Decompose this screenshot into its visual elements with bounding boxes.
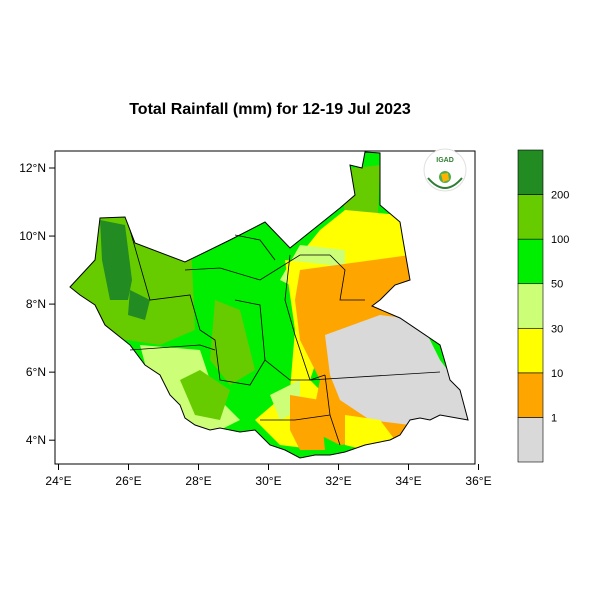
state-boundary-line (234, 299, 310, 381)
legend-label: 1 (551, 412, 557, 424)
state-boundary-line (199, 329, 266, 386)
legend-label: 200 (551, 190, 569, 202)
rainfall-legend: 1 10 30 50 100 200 (517, 149, 569, 463)
state-boundary-line (234, 234, 276, 261)
y-tick-label: 4°N (26, 433, 46, 447)
y-tick-label: 8°N (26, 297, 46, 311)
y-tick-label: 6°N (26, 365, 46, 379)
y-tick-label: 12°N (19, 161, 46, 175)
x-axis: 24°E 26°E 28°E 30°E 32°E 34°E 36°E (45, 464, 492, 488)
state-boundary-line (184, 254, 330, 281)
rain-zone-100-200-sw (180, 370, 230, 420)
legend-swatch (517, 149, 544, 195)
state-boundary-line (129, 229, 201, 331)
logo-text: IGAD (436, 157, 454, 164)
rain-zone-100-200-central (210, 300, 255, 385)
state-boundary-line (129, 344, 216, 351)
legend-swatch (517, 327, 544, 374)
rain-zone-10-30-south (290, 395, 325, 450)
y-tick-label: 10°N (19, 229, 46, 243)
legend-label: 100 (551, 234, 569, 246)
x-tick-label: 28°E (185, 474, 211, 488)
legend-swatch (517, 238, 544, 285)
legend-label: 10 (551, 368, 563, 380)
rain-zone-200plus-west2 (128, 290, 150, 320)
x-tick-label: 30°E (255, 474, 281, 488)
y-axis: 4°N 6°N 8°N 10°N 12°N (19, 161, 55, 447)
x-tick-label: 26°E (115, 474, 141, 488)
country-border (69, 151, 469, 459)
igad-logo-icon (423, 148, 467, 192)
state-boundary-line (284, 254, 326, 381)
x-tick-label: 34°E (395, 474, 421, 488)
state-boundary-line (329, 254, 365, 301)
legend-swatch (517, 417, 544, 463)
state-boundary-line (309, 371, 441, 381)
legend-label: 50 (551, 279, 563, 291)
x-tick-label: 36°E (465, 474, 491, 488)
state-boundary-line (260, 414, 331, 421)
rain-zone-1-10-east (325, 315, 468, 425)
x-tick-label: 32°E (325, 474, 351, 488)
legend-swatch (517, 283, 544, 329)
legend-swatch (517, 372, 544, 418)
x-tick-label: 24°E (45, 474, 71, 488)
legend-label: 30 (551, 323, 563, 335)
map-title: Total Rainfall (mm) for 12-19 Jul 2023 (129, 101, 411, 118)
legend-swatch (517, 194, 544, 240)
rain-zone-200plus-west (100, 220, 132, 300)
state-boundaries (129, 229, 441, 446)
